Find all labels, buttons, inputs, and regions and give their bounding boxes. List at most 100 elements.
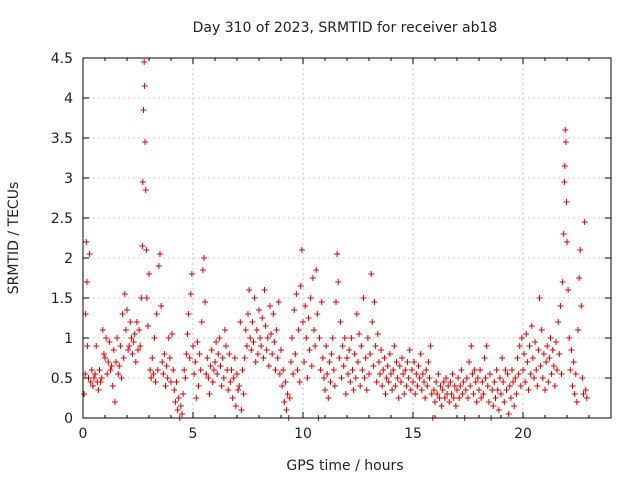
data-point [358,343,365,349]
data-point [377,371,383,377]
data-point [364,335,371,341]
data-point [514,355,521,361]
data-point [117,343,124,349]
data-point [184,331,191,337]
data-point [207,363,214,369]
data-point [253,327,260,333]
data-point [499,355,506,361]
data-point [385,379,392,385]
data-point [122,327,129,333]
data-point [152,379,159,385]
data-point [289,335,295,341]
data-point [135,347,141,353]
data-point [268,331,275,337]
data-point [251,295,258,301]
data-point [290,371,297,377]
data-point [571,391,578,397]
data-point [430,387,437,393]
data-point [164,375,171,381]
data-point [570,359,577,365]
data-point [561,163,568,169]
data-point [196,351,203,357]
data-point [399,355,405,361]
data-point [245,311,251,317]
data-point [212,359,218,365]
data-point [265,363,272,369]
data-point [181,367,188,373]
data-point [328,351,335,357]
data-point [107,367,114,373]
data-point [219,355,226,361]
data-point [286,395,293,401]
data-point [558,371,565,377]
data-point [482,375,489,381]
data-point [159,359,166,365]
data-point [576,275,583,281]
data-point [306,347,313,353]
data-point [259,315,266,321]
data-point [267,303,273,309]
data-point [392,383,399,389]
data-point [425,359,432,365]
data-point [538,327,545,333]
data-point [449,371,456,377]
data-point [501,399,508,405]
data-point [223,343,229,349]
data-point [284,391,291,397]
y-tick-label: 0 [64,411,73,427]
data-point [329,335,336,341]
data-point [341,335,348,341]
data-point [578,303,585,309]
data-point [443,375,449,381]
data-point [469,371,476,377]
data-point [433,379,440,385]
data-point [131,331,138,337]
data-point [240,391,247,397]
data-point [228,367,235,373]
data-point [213,339,220,345]
data-point [326,359,333,365]
data-point [239,367,246,373]
data-point [142,139,149,145]
data-point [300,319,306,325]
data-point [260,355,267,361]
data-point [146,271,152,277]
data-point [504,371,511,377]
data-point [533,367,540,373]
data-point [544,343,551,349]
data-point [287,359,294,365]
data-point [119,311,126,317]
data-point [236,383,243,389]
data-point [106,339,113,345]
data-point [379,383,386,389]
data-point [241,355,248,361]
data-point [197,367,204,373]
data-point [172,399,179,405]
data-point [309,275,316,281]
data-point [166,355,173,361]
data-point [99,327,106,333]
data-point [440,379,447,385]
data-point [97,379,104,385]
data-point [132,359,139,365]
data-point [270,311,277,317]
data-point [498,391,504,397]
data-point [218,383,225,389]
data-point [414,383,421,389]
data-point [462,387,469,393]
data-point [439,387,446,393]
data-point [334,251,341,257]
data-point [133,319,140,325]
data-point [325,395,332,401]
data-point [353,311,360,317]
data-point [427,343,434,349]
data-point [531,375,537,381]
data-point [313,267,320,273]
data-point [569,383,576,389]
data-point [86,251,93,257]
data-point [502,367,509,373]
data-point [559,279,566,285]
data-point [374,331,381,337]
data-point [282,379,289,385]
data-point [528,323,535,329]
